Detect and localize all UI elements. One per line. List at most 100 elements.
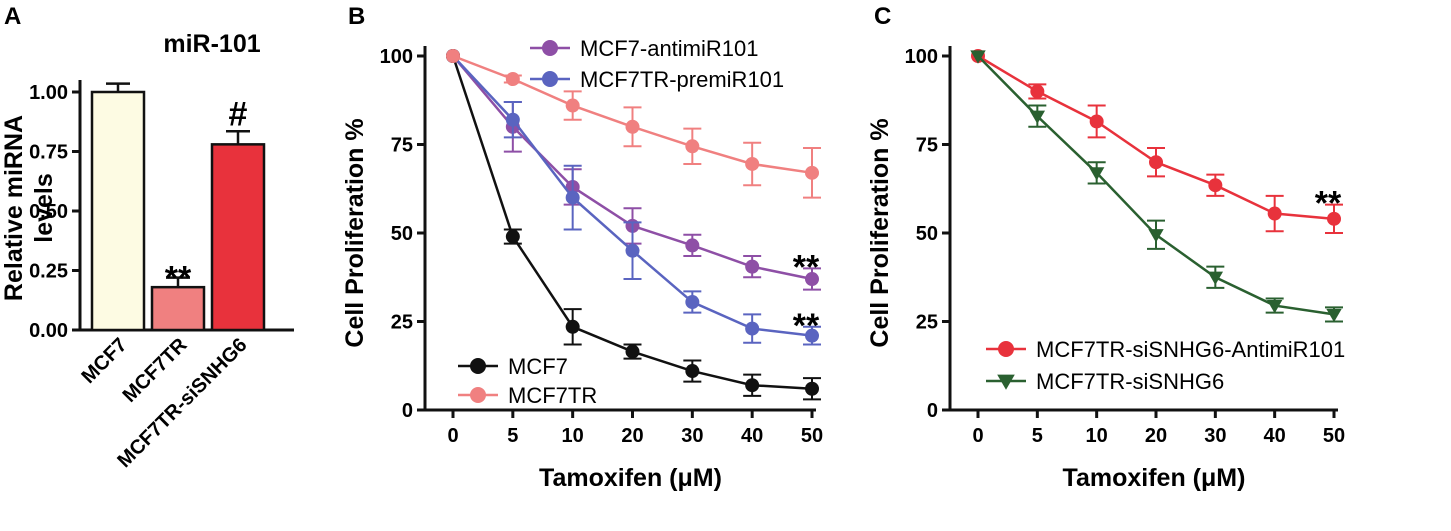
panel-label-c: C (874, 3, 891, 30)
data-point (505, 229, 520, 244)
data-point (1327, 211, 1341, 226)
y-tick-label: 0 (927, 400, 938, 422)
y-tick-label: 25 (916, 312, 938, 334)
data-point (685, 295, 700, 310)
legend-entry: MCF7TR-premiR101 (580, 67, 784, 92)
y-axis-title: Relative miRNAlevels (0, 115, 58, 301)
y-tick-label: 75 (391, 135, 413, 157)
data-point (805, 381, 819, 396)
data-point (1266, 299, 1283, 314)
y-tick-label: 25 (391, 312, 413, 334)
line-chart-proliferation-b: 0 25 50 75 100 0 5 10 20 30 40 50 Tamoxifen (μM) Cell… (341, 36, 823, 492)
significance-label: ** (793, 248, 820, 286)
data-point (1089, 114, 1104, 129)
data-point (1208, 178, 1223, 193)
x-tick-label: MCF7 (77, 334, 131, 388)
x-tick-label: 30 (1204, 425, 1226, 447)
legend-entry: MCF7-antimiR101 (580, 36, 759, 61)
series-mcf7tr-sisnhg6-antimir101 (971, 49, 1343, 234)
significance-label: ** (793, 307, 820, 345)
y-axis-title-line: levels (30, 173, 58, 243)
y-tick-label: 1.00 (29, 82, 68, 104)
legend-entry: MCF7TR (508, 383, 597, 408)
y-tick-label: 0 (402, 400, 413, 422)
data-point (565, 98, 580, 113)
data-point (1149, 155, 1163, 170)
x-tick-label: 20 (621, 425, 643, 447)
y-tick-label: 0.75 (29, 142, 68, 164)
data-point (805, 165, 819, 180)
data-point (446, 49, 460, 63)
y-tick-label: 0.25 (29, 261, 68, 283)
legend-entry: MCF7 (508, 354, 568, 379)
y-tick-label: 100 (380, 46, 413, 68)
data-point (470, 358, 486, 374)
y-axis-title: Cell Proliferation % (341, 118, 369, 347)
x-tick-label: 5 (507, 425, 518, 447)
bar (90, 90, 146, 332)
x-tick-label: 40 (1264, 425, 1286, 447)
legend-entry: MCF7TR-siSNHG6 (1036, 369, 1224, 394)
data-point (542, 71, 558, 87)
data-point (998, 341, 1014, 357)
data-point (745, 156, 760, 171)
significance-label: ** (165, 260, 192, 298)
significance-label: ** (1315, 185, 1342, 223)
data-point (997, 374, 1015, 390)
x-axis-title: Tamoxifen (μM) (539, 464, 722, 492)
x-tick-label: 40 (741, 425, 763, 447)
data-point (1207, 271, 1224, 285)
series-mcf7tr (446, 49, 821, 199)
panel-label-a: A (4, 3, 21, 30)
data-point (625, 243, 640, 258)
line-chart-proliferation-c: 0 25 50 75 100 0 5 10 20 30 40 50 Tamoxifen (μM) Cell… (866, 46, 1345, 492)
chart-title: miR-101 (163, 30, 260, 58)
x-tick-label: 10 (562, 425, 584, 447)
data-point (685, 139, 700, 154)
data-point (805, 328, 819, 343)
data-point (805, 272, 819, 287)
y-tick-label: 0.00 (29, 320, 68, 342)
data-point (745, 378, 760, 393)
data-point (625, 344, 640, 359)
bar (210, 143, 266, 332)
data-point (470, 387, 486, 403)
data-point (1326, 308, 1342, 323)
series-line (452, 55, 813, 337)
data-point (1267, 206, 1282, 221)
x-tick-label: 10 (1086, 425, 1108, 447)
panel-label-b: B (348, 3, 365, 30)
x-tick-label: 5 (1032, 425, 1043, 447)
data-point (970, 50, 986, 64)
significance-label: # (229, 95, 248, 133)
data-point (685, 238, 700, 253)
data-point (542, 40, 558, 56)
y-axis-title: Cell Proliferation % (866, 118, 894, 347)
data-point (505, 72, 520, 87)
data-point (625, 119, 640, 134)
data-point (565, 319, 580, 334)
y-tick-label: 50 (916, 223, 938, 245)
series-mcf7tr-premir101 (446, 49, 821, 346)
x-tick-label: 0 (972, 425, 983, 447)
y-axis-title-line: Relative miRNA (0, 115, 28, 301)
data-point (1148, 229, 1164, 243)
x-tick-label: 20 (1145, 425, 1167, 447)
data-point (1030, 84, 1045, 99)
series-line (977, 54, 1335, 221)
x-tick-label: 50 (1323, 425, 1345, 447)
data-point (565, 190, 580, 205)
y-tick-label: 75 (916, 135, 938, 157)
data-point (745, 321, 760, 336)
data-point (685, 364, 700, 379)
y-tick-label: 50 (391, 223, 413, 245)
data-point (505, 112, 520, 127)
data-point (1029, 110, 1046, 124)
data-point (745, 259, 760, 274)
x-tick-label: 30 (681, 425, 703, 447)
legend-entry: MCF7TR-siSNHG6-AntimiR101 (1036, 337, 1345, 362)
series-mcf7 (446, 49, 821, 401)
data-point (1088, 167, 1105, 181)
